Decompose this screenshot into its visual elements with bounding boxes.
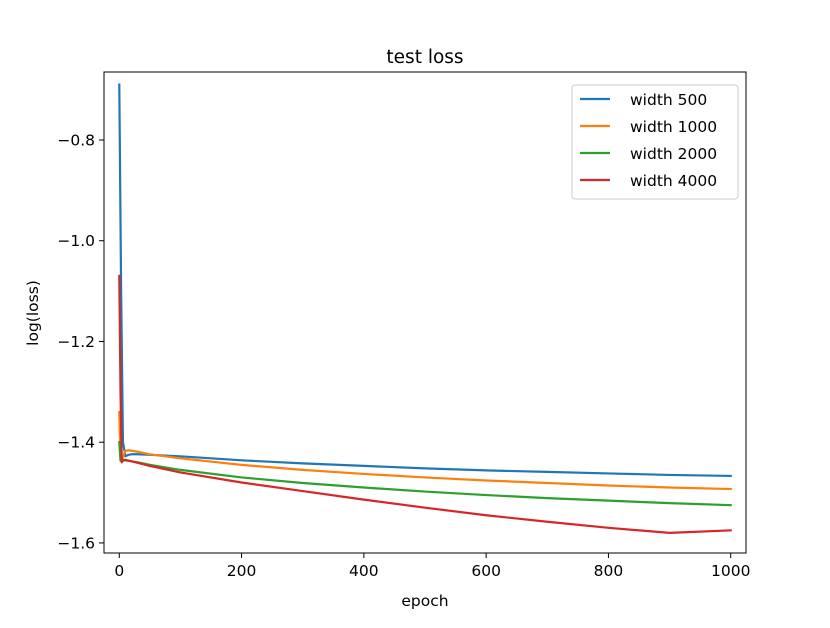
x-tick-label: 400 <box>349 562 379 580</box>
series-line-4 <box>118 274 732 534</box>
x-tick-label: 0 <box>114 562 124 580</box>
legend-entry-label: width 2000 <box>630 145 717 163</box>
x-tick-label: 600 <box>471 562 501 580</box>
x-tick-label: 800 <box>594 562 624 580</box>
x-tick-label: 200 <box>227 562 257 580</box>
x-axis-label: epoch <box>401 592 448 610</box>
y-tick-label: −1.4 <box>57 434 95 452</box>
legend-box <box>571 84 739 200</box>
plot-area <box>118 83 732 534</box>
y-tick-label: −0.8 <box>57 131 95 149</box>
x-tick-label: 1000 <box>711 562 750 580</box>
y-tick-label: −1.0 <box>57 232 95 250</box>
chart-title: test loss <box>386 47 463 68</box>
y-tick-label: −1.2 <box>57 333 95 351</box>
y-axis-label: log(loss) <box>24 280 42 346</box>
legend: width 500 width 1000 width 2000 width 4000 <box>571 84 739 200</box>
series-line-2 <box>118 410 732 491</box>
legend-entry-label: width 1000 <box>630 118 717 136</box>
y-tick-label: −1.6 <box>57 534 95 552</box>
axes-frame <box>103 71 747 554</box>
legend-entry-label: width 4000 <box>630 172 717 190</box>
legend-entry-label: width 500 <box>630 91 707 109</box>
axes: 0 200 400 600 800 1000 −1.6 −1.4 −1.2 −1.0 −0.8 <box>57 71 750 580</box>
